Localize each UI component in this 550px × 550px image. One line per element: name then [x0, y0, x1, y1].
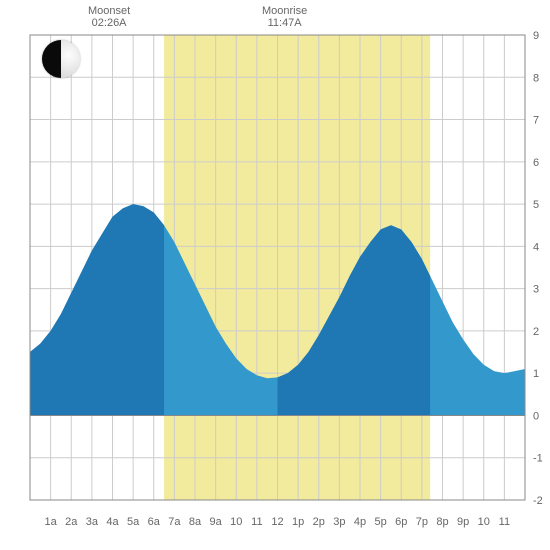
- y-tick-label: 4: [533, 241, 539, 253]
- x-tick-label: 1a: [45, 516, 58, 528]
- x-tick-label: 4p: [354, 516, 366, 528]
- y-tick-label: 1: [533, 368, 539, 380]
- moonset-label: Moonset: [88, 5, 130, 17]
- x-tick-label: 5p: [375, 516, 387, 528]
- x-tick-label: 2a: [65, 516, 78, 528]
- y-tick-label: 6: [533, 157, 539, 169]
- x-tick-label: 3a: [86, 516, 99, 528]
- y-tick-label: 7: [533, 115, 539, 127]
- x-tick-label: 1p: [292, 516, 304, 528]
- y-tick-label: 2: [533, 326, 539, 338]
- moonrise-label: Moonrise: [262, 5, 307, 17]
- x-tick-label: 6p: [395, 516, 407, 528]
- x-tick-label: 8a: [189, 516, 202, 528]
- y-tick-label: 3: [533, 284, 539, 296]
- y-tick-label: 9: [533, 30, 539, 42]
- y-tick-label: 8: [533, 72, 539, 84]
- x-tick-label: 11: [251, 516, 262, 528]
- x-tick-label: 5a: [127, 516, 140, 528]
- x-tick-label: 3p: [333, 516, 345, 528]
- moonset-block: Moonset 02:26A: [88, 5, 130, 29]
- x-tick-label: 11: [499, 516, 510, 528]
- x-tick-label: 9a: [210, 516, 223, 528]
- y-tick-label: 5: [533, 199, 539, 211]
- moon-phase-icon: [42, 40, 80, 78]
- x-tick-label: 10: [230, 516, 242, 528]
- y-tick-label: -2: [533, 495, 543, 507]
- moonrise-time: 11:47A: [262, 17, 307, 29]
- x-tick-label: 10: [478, 516, 490, 528]
- tide-chart: -2-101234567891a2a3a4a5a6a7a8a9a1011121p…: [0, 0, 550, 550]
- x-tick-label: 7a: [168, 516, 181, 528]
- x-tick-label: 12: [271, 516, 283, 528]
- y-tick-label: 0: [533, 410, 539, 422]
- y-tick-label: -1: [533, 453, 543, 465]
- x-tick-label: 9p: [457, 516, 469, 528]
- x-tick-label: 2p: [313, 516, 325, 528]
- moonset-time: 02:26A: [88, 17, 130, 29]
- x-tick-label: 7p: [416, 516, 428, 528]
- x-tick-label: 4a: [106, 516, 119, 528]
- tide-chart-container: Moonset 02:26A Moonrise 11:47A -2-101234…: [0, 0, 550, 550]
- moonrise-block: Moonrise 11:47A: [262, 5, 307, 29]
- x-tick-label: 8p: [436, 516, 448, 528]
- x-tick-label: 6a: [148, 516, 161, 528]
